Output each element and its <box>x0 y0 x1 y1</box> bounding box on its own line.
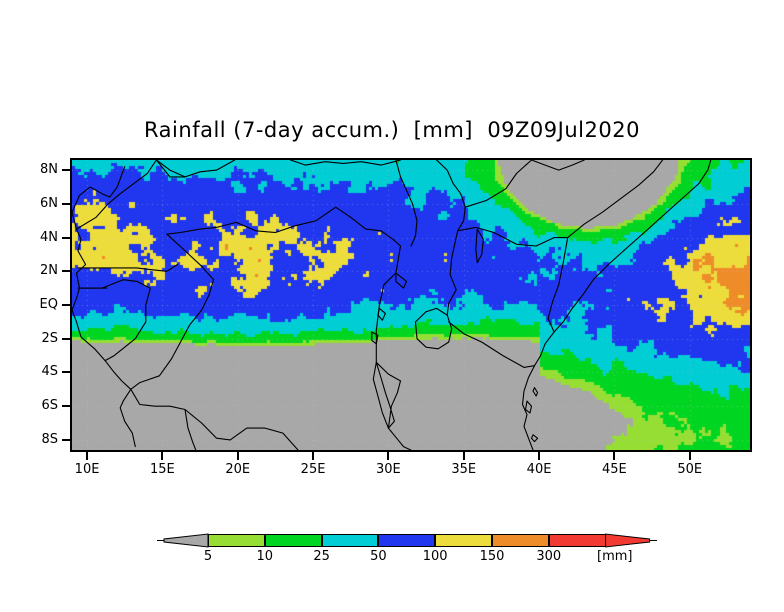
colorbar-tick-label: 150 <box>479 549 505 564</box>
map-boundary-line <box>72 228 136 448</box>
x-axis-tick <box>236 452 239 460</box>
x-axis-label: 15E <box>150 462 175 477</box>
colorbar-tick-label: 10 <box>256 549 274 564</box>
x-axis-tick <box>688 452 691 460</box>
map-boundary-line <box>532 387 539 397</box>
colorbar-units-label: [mm] <box>597 549 633 564</box>
colorbar-segment <box>208 534 265 547</box>
map-boundary-line <box>414 307 453 350</box>
map-boundary-line <box>547 237 569 333</box>
map-boundary-line <box>464 160 533 208</box>
x-axis-label: 35E <box>451 462 477 477</box>
colorbar-over-arrow <box>605 533 651 548</box>
x-axis-tick <box>161 452 164 460</box>
y-axis-tick <box>62 304 70 306</box>
y-axis-label: 4S <box>41 364 58 380</box>
map-boundary-line <box>395 272 408 289</box>
colorbar-segment <box>378 534 436 547</box>
x-axis-tick <box>462 452 465 460</box>
map-boundary-line <box>395 160 418 247</box>
map-boundary-line <box>387 380 412 450</box>
y-axis-tick <box>62 270 70 273</box>
map-boundary-line <box>530 160 585 171</box>
x-axis-tick <box>86 452 89 460</box>
colorbar-segment <box>321 534 379 547</box>
map-boundary-line <box>524 400 533 414</box>
map-boundary-line <box>78 279 151 362</box>
x-axis-tick <box>538 452 541 460</box>
rainfall-raster <box>72 160 750 450</box>
page-title: Rainfall (7-day accum.) [mm] 09Z09Jul202… <box>144 118 640 142</box>
y-axis-label: EQ <box>39 297 58 312</box>
x-axis-label: 45E <box>602 462 627 477</box>
colorbar-extend-arrows <box>157 533 657 548</box>
map-boundary-line <box>475 228 484 264</box>
colorbar-segment <box>435 534 492 547</box>
colorbar-tick-label: 100 <box>422 549 448 564</box>
colorbar <box>157 531 657 549</box>
map-boundary-line <box>457 226 569 247</box>
map-boundary-line <box>371 331 379 345</box>
colorbar-under-arrow <box>163 533 209 548</box>
y-axis-label: 4N <box>40 229 58 245</box>
map-boundary-line <box>155 160 236 178</box>
map-boundary-line <box>77 263 179 272</box>
x-axis-label: 25E <box>300 462 326 477</box>
map-boundary-line <box>448 321 536 368</box>
colorbar-tick-label: 25 <box>313 549 330 564</box>
map-boundary-line <box>553 160 712 333</box>
map-boundary-line <box>567 160 664 239</box>
map-boundary-line <box>130 233 215 390</box>
map-boundary-line <box>372 361 395 429</box>
map-boundary-line <box>446 230 459 316</box>
y-axis-tick <box>62 202 70 205</box>
y-axis-tick <box>62 371 70 374</box>
y-axis-label: 2N <box>40 263 58 279</box>
x-axis-label: 30E <box>376 462 401 477</box>
map-boundary-line <box>130 388 299 450</box>
map-boundary-line <box>436 160 466 232</box>
colorbar-segment <box>548 534 606 547</box>
y-axis-tick <box>62 337 70 340</box>
x-axis-label: 10E <box>74 462 100 477</box>
y-axis-tick <box>62 405 70 408</box>
y-axis-label: 8S <box>41 431 58 447</box>
x-axis-label: 40E <box>526 462 552 477</box>
x-axis-tick <box>312 452 315 460</box>
x-axis-tick <box>387 452 390 460</box>
map-boundary-line <box>530 434 539 443</box>
y-axis-label: 8N <box>40 162 58 178</box>
country-borders-coastlines <box>72 160 712 450</box>
map-boundary-line <box>289 160 402 166</box>
map-boundary-line <box>155 160 186 178</box>
map-boundary-line <box>521 331 555 450</box>
y-axis-label: 6N <box>40 195 58 211</box>
y-axis-tick <box>62 169 70 172</box>
colorbar-tick-label: 300 <box>536 549 562 564</box>
x-axis-label: 20E <box>225 462 251 477</box>
colorbar-segment <box>492 534 549 547</box>
map-boundary-line <box>166 206 394 240</box>
colorbar-tick-label: 5 <box>203 549 213 564</box>
map-boundary-line <box>375 238 402 382</box>
map-boundary-line <box>75 160 157 230</box>
map-boundary-line <box>72 166 126 230</box>
colorbar-tick-label: 50 <box>370 549 387 564</box>
colorbar-segment <box>264 534 322 547</box>
y-axis-tick <box>62 236 70 239</box>
y-axis-label: 2S <box>41 330 58 346</box>
map-boundary-line <box>184 408 197 450</box>
y-axis-tick <box>62 438 70 441</box>
y-axis-label: 6S <box>41 398 58 414</box>
map-plot-area <box>70 158 752 452</box>
x-axis-tick <box>613 452 616 460</box>
x-axis-label: 50E <box>677 462 703 477</box>
